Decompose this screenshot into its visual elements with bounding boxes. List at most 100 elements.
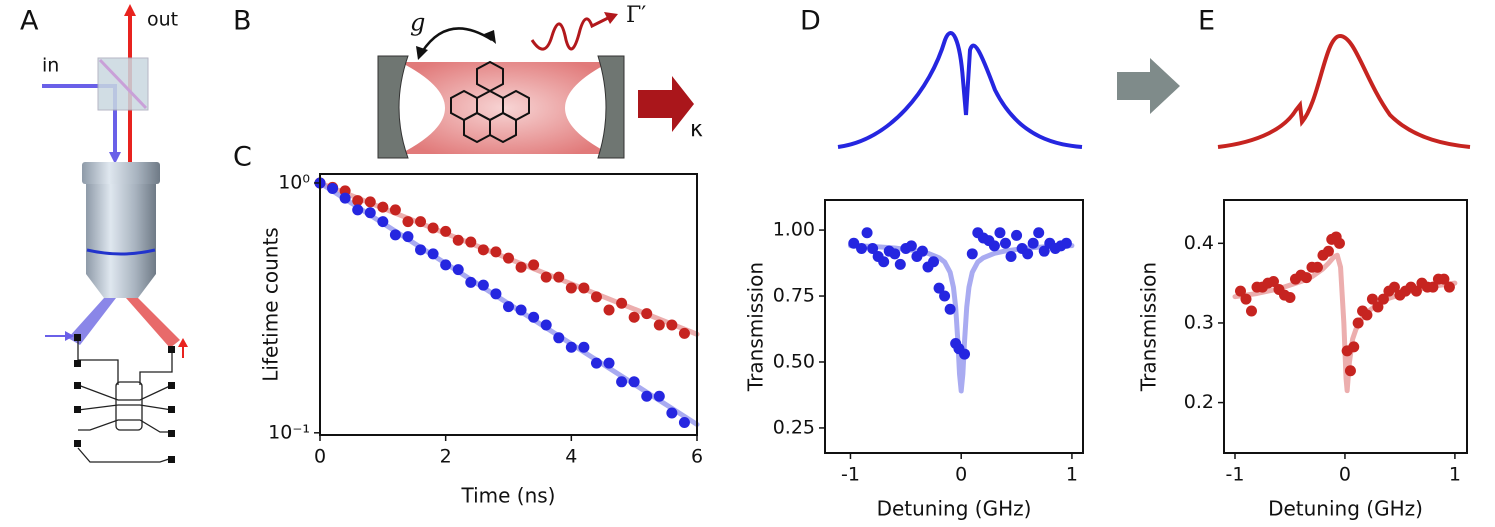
- data-point: [427, 222, 439, 234]
- data-point: [1060, 237, 1072, 249]
- data-point: [1348, 341, 1360, 353]
- data-point: [603, 304, 615, 316]
- data-point: [861, 227, 873, 239]
- panel-label: E: [1198, 6, 1215, 37]
- data-point: [427, 248, 439, 260]
- data-point: [988, 240, 1000, 252]
- data-point: [415, 244, 427, 256]
- data-point: [1011, 229, 1023, 241]
- data-point: [364, 196, 376, 208]
- panel-label: A: [20, 6, 39, 37]
- data-point: [402, 216, 414, 228]
- x-tick-label: -1: [841, 464, 860, 486]
- data-point: [928, 256, 940, 268]
- x-tick-label: 1: [1066, 464, 1078, 486]
- panel-label: C: [233, 142, 252, 173]
- data-point: [616, 376, 628, 388]
- data-point: [452, 234, 464, 246]
- panel-label: B: [233, 6, 252, 37]
- data-point: [465, 236, 477, 248]
- data-point: [452, 264, 464, 276]
- data-point: [515, 261, 527, 273]
- data-point: [553, 332, 565, 344]
- data-point: [1234, 285, 1246, 297]
- data-point: [916, 245, 928, 257]
- data-point: [578, 282, 590, 294]
- schematic-curve: [1217, 33, 1471, 149]
- data-point: [389, 204, 401, 216]
- data-point: [1038, 245, 1050, 257]
- data-point: [1333, 237, 1345, 249]
- y-tick-label: 0.75: [773, 285, 815, 307]
- cavity-sketch: [377, 12, 694, 159]
- data-point: [1361, 309, 1373, 321]
- data-point: [377, 216, 389, 228]
- data-point: [540, 319, 552, 331]
- data-point: [503, 252, 514, 264]
- data-point: [377, 201, 389, 213]
- data-point: [1284, 291, 1296, 303]
- data-point: [477, 279, 489, 291]
- data-point: [339, 192, 351, 204]
- decay-label: κ: [690, 117, 703, 142]
- data-point: [1443, 281, 1455, 293]
- data-point: [528, 259, 540, 271]
- data-point: [939, 290, 951, 302]
- data-point: [1322, 245, 1334, 257]
- coupling-label: g: [410, 9, 425, 37]
- data-point: [364, 207, 376, 219]
- data-point: [1344, 365, 1356, 377]
- y-axis-label: Lifetime counts: [259, 227, 283, 381]
- data-point: [1377, 293, 1389, 305]
- data-point: [856, 243, 868, 255]
- data-point: [565, 282, 577, 294]
- data-point: [465, 276, 477, 288]
- data-point: [848, 237, 860, 249]
- data-point: [477, 244, 489, 256]
- data-point: [867, 243, 879, 255]
- data-point: [1033, 227, 1045, 239]
- plot-frame: [319, 173, 698, 436]
- x-tick-label: 1: [1449, 464, 1461, 486]
- data-point: [994, 227, 1006, 239]
- data-point: [1388, 281, 1400, 293]
- data-point: [490, 246, 502, 258]
- data-point: [440, 259, 452, 271]
- y-tick-label: 0.2: [1184, 391, 1214, 413]
- data-point: [540, 271, 552, 283]
- y-tick-label: 10⁻¹: [268, 421, 310, 443]
- data-point: [678, 416, 690, 428]
- data-point: [641, 308, 653, 320]
- y-axis-label: Transmission: [744, 262, 768, 392]
- data-point: [616, 297, 628, 309]
- x-tick-label: 6: [691, 446, 703, 468]
- schematic-curve: [837, 31, 1083, 149]
- data-point: [653, 319, 665, 331]
- data-point: [565, 341, 577, 353]
- data-point: [641, 390, 653, 402]
- data-point: [628, 311, 640, 323]
- y-tick-label: 0.25: [773, 416, 815, 438]
- data-point: [1300, 272, 1312, 284]
- data-point: [999, 237, 1011, 249]
- x-tick-label: 0: [314, 446, 326, 468]
- data-point: [666, 407, 678, 419]
- x-tick-label: 0: [1339, 464, 1351, 486]
- y-tick-label: 1.00: [773, 219, 815, 241]
- data-point: [1022, 248, 1034, 260]
- data-point: [1372, 301, 1384, 313]
- panel-label: D: [800, 6, 821, 37]
- data-point: [503, 301, 514, 313]
- data-point: [966, 248, 978, 260]
- output-label: out: [147, 9, 178, 31]
- data-point: [578, 341, 590, 353]
- data-point: [889, 248, 901, 260]
- data-point: [389, 229, 401, 241]
- data-point: [590, 357, 602, 369]
- x-axis-label: Time (ns): [460, 484, 555, 508]
- data-point: [653, 390, 665, 402]
- data-point: [894, 258, 906, 270]
- data-point: [1027, 237, 1039, 249]
- data-point: [352, 204, 364, 216]
